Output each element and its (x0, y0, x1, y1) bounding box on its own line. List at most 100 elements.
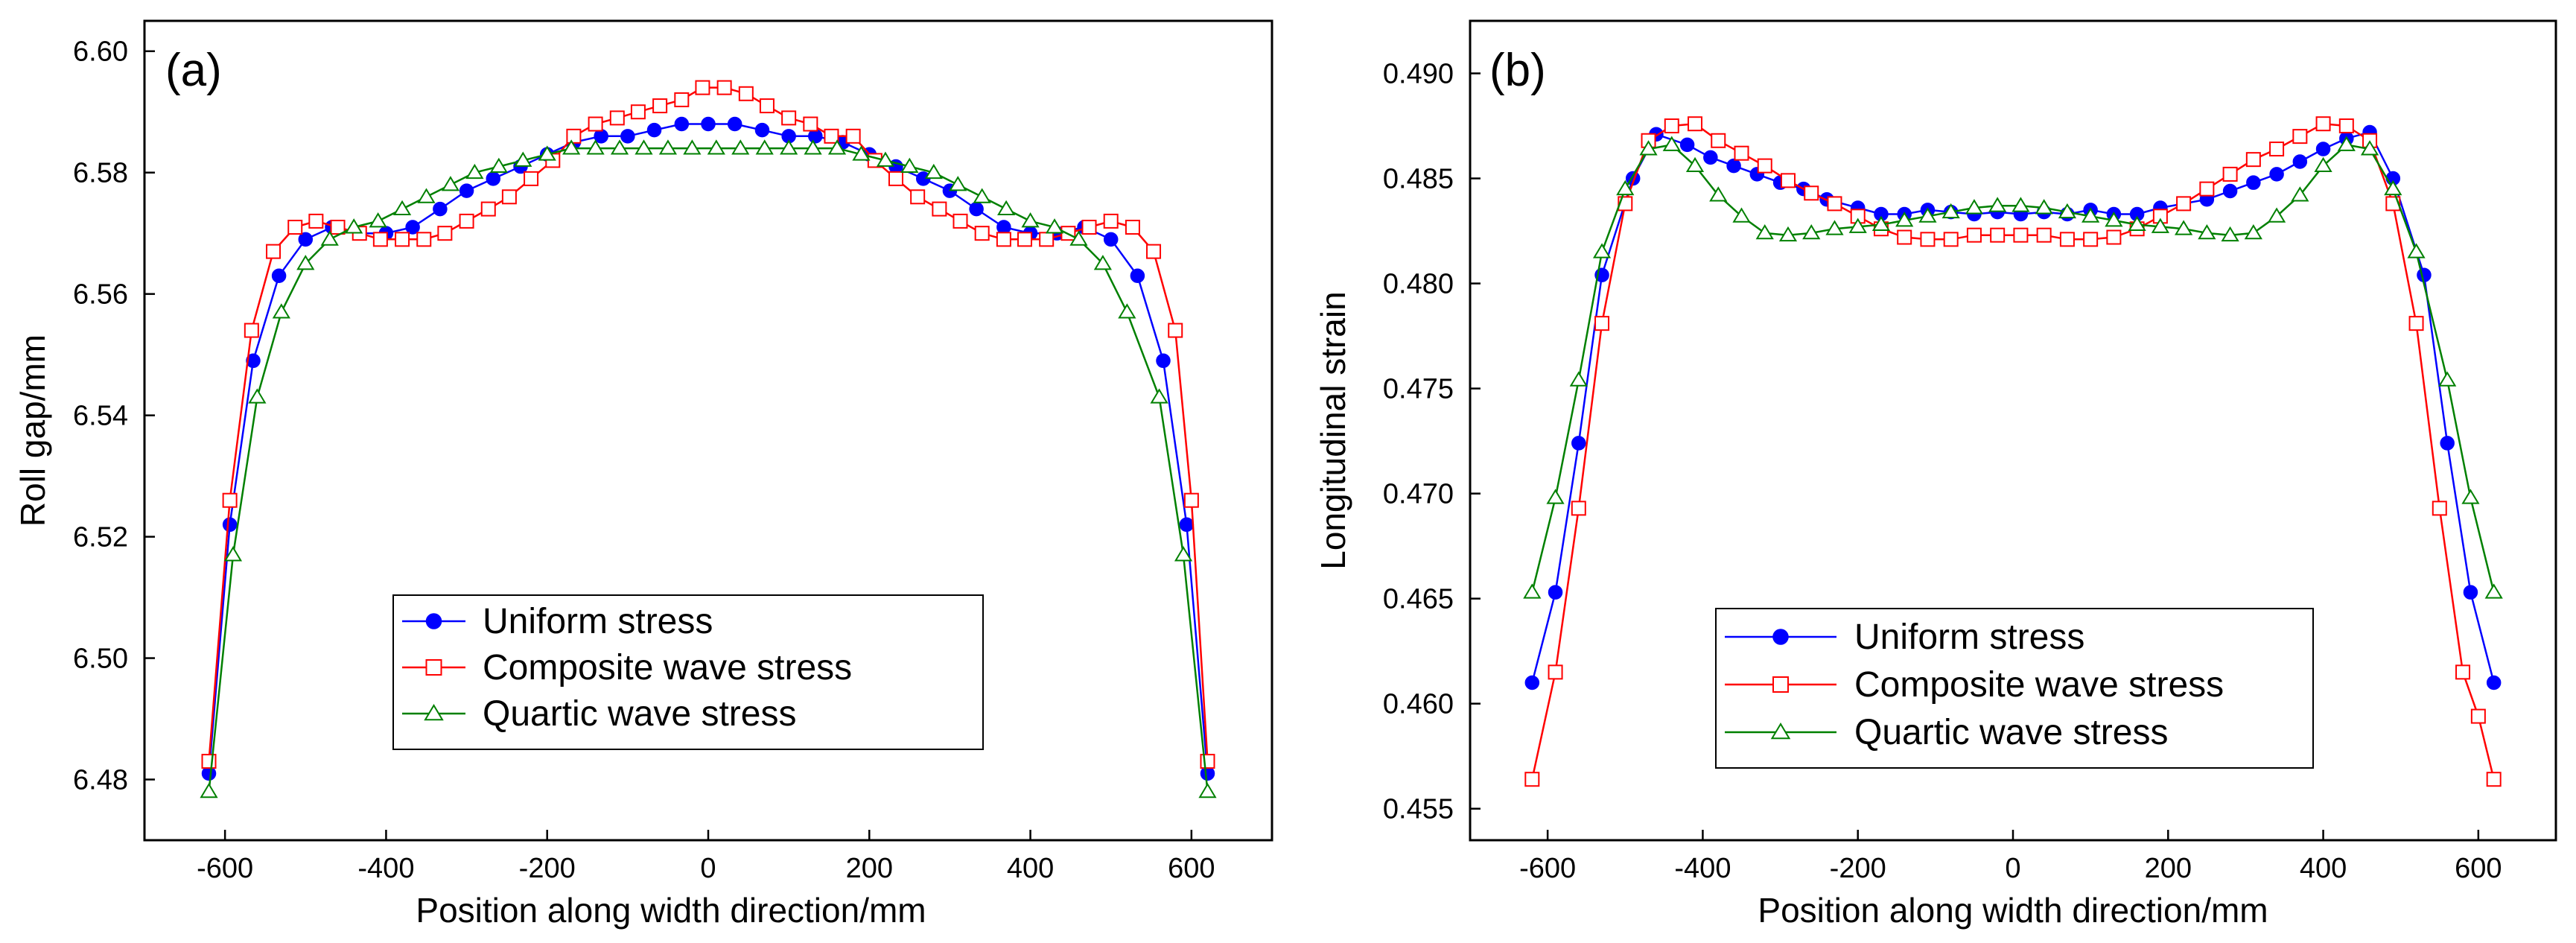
series-quartic-wave-stress (200, 139, 1217, 798)
data-point (1045, 218, 1064, 234)
data-point (1546, 489, 1565, 504)
legend-entries: Uniform stress Composite wave stress Quart… (1725, 617, 2224, 752)
data-point (271, 268, 287, 283)
data-point (716, 80, 732, 95)
data-point (2384, 180, 2402, 196)
y-tick-label: 6.52 (73, 522, 128, 553)
legend-marker (1770, 723, 1791, 740)
data-point (2246, 175, 2261, 190)
data-point (2338, 118, 2354, 134)
data-point (2106, 229, 2122, 245)
y-tick-label: 6.54 (73, 401, 128, 432)
data-point (969, 201, 984, 217)
data-point (845, 128, 861, 144)
data-point (1732, 207, 1751, 223)
data-point (1039, 232, 1055, 247)
data-point (1685, 156, 1705, 173)
data-point (441, 176, 460, 191)
data-point (489, 157, 508, 173)
data-point (1103, 232, 1119, 247)
data-point (996, 232, 1011, 247)
data-point (1966, 227, 1982, 243)
data-point (2438, 371, 2457, 387)
data-point (405, 220, 420, 235)
data-point (1592, 243, 1612, 258)
x-axis-ticks: -600 -400 -200 0 200 400 600 (1519, 830, 2502, 884)
data-point (200, 782, 218, 798)
data-point (824, 128, 839, 144)
y-tick-label: 6.50 (73, 644, 128, 675)
data-point (1871, 215, 1891, 232)
data-point (2461, 489, 2480, 504)
chart-panel-a: 6.48 6.50 6.52 6.54 6.56 6.58 6.60 -600 -400 -20… (13, 19, 1273, 930)
data-point (2244, 224, 2262, 240)
data-point (501, 189, 517, 205)
data-point (586, 139, 605, 155)
y-tick-label: 6.48 (73, 765, 128, 796)
data-point (538, 145, 556, 161)
data-point (738, 86, 754, 101)
data-point (630, 104, 646, 120)
data-point (755, 139, 774, 155)
data-point (953, 213, 968, 229)
series-quartic-wave-stress (1523, 136, 2503, 599)
data-point (2291, 186, 2309, 202)
data-point (780, 139, 798, 155)
series-line-quartic-wave-stress (1531, 144, 2495, 593)
data-point (246, 353, 261, 369)
data-point (524, 171, 539, 186)
legend-marker (1772, 676, 1789, 693)
data-point (1168, 323, 1183, 338)
data-point (2151, 218, 2169, 233)
legend-entry-quartic-wave-stress: Quartic wave stress (1725, 713, 2168, 752)
data-point (1146, 244, 1162, 259)
data-point (1990, 227, 2006, 243)
data-point (201, 754, 217, 769)
data-point (1183, 492, 1199, 508)
data-point (1198, 782, 1217, 798)
data-point (609, 110, 625, 126)
data-point (222, 492, 238, 508)
data-point (1179, 517, 1195, 533)
series-layer (200, 80, 1217, 798)
legend-label: Composite wave stress (483, 648, 852, 688)
data-point (1734, 145, 1749, 161)
data-point (1780, 173, 1796, 188)
legend: Uniform stress Composite wave stress Quart… (392, 594, 984, 750)
data-point (2059, 232, 2075, 247)
data-point (658, 139, 678, 155)
data-point (2484, 583, 2503, 599)
data-point (2269, 142, 2285, 157)
data-point (727, 116, 742, 132)
data-point (395, 232, 410, 247)
data-point (695, 80, 710, 95)
data-point (1755, 224, 1774, 240)
y-tick-label: 0.460 (1383, 689, 1454, 720)
data-point (1920, 232, 1936, 247)
data-point (2292, 154, 2308, 169)
data-point (2058, 203, 2077, 219)
data-point (1130, 268, 1145, 283)
data-point (1778, 226, 1798, 242)
data-point (1017, 232, 1033, 247)
legend-label: Quartic wave stress (1854, 713, 2168, 752)
x-tick-label: 600 (2455, 853, 2502, 884)
data-point (2407, 243, 2426, 258)
data-point (1679, 137, 1695, 153)
data-point (2470, 708, 2486, 724)
data-point (1081, 220, 1097, 235)
data-point (1156, 353, 1171, 369)
data-point (804, 139, 822, 155)
data-point (1523, 583, 1542, 599)
x-tick-label: 200 (846, 853, 893, 884)
data-point (876, 151, 895, 167)
data-point (997, 200, 1016, 216)
data-point (416, 232, 432, 247)
y-tick-label: 0.490 (1383, 59, 1454, 90)
data-point (1639, 140, 1658, 156)
x-tick-label: -200 (519, 853, 576, 884)
data-point (852, 145, 871, 161)
data-point (2486, 772, 2502, 787)
data-point (1918, 207, 1937, 223)
series-composite-wave-stress (1524, 116, 2502, 787)
